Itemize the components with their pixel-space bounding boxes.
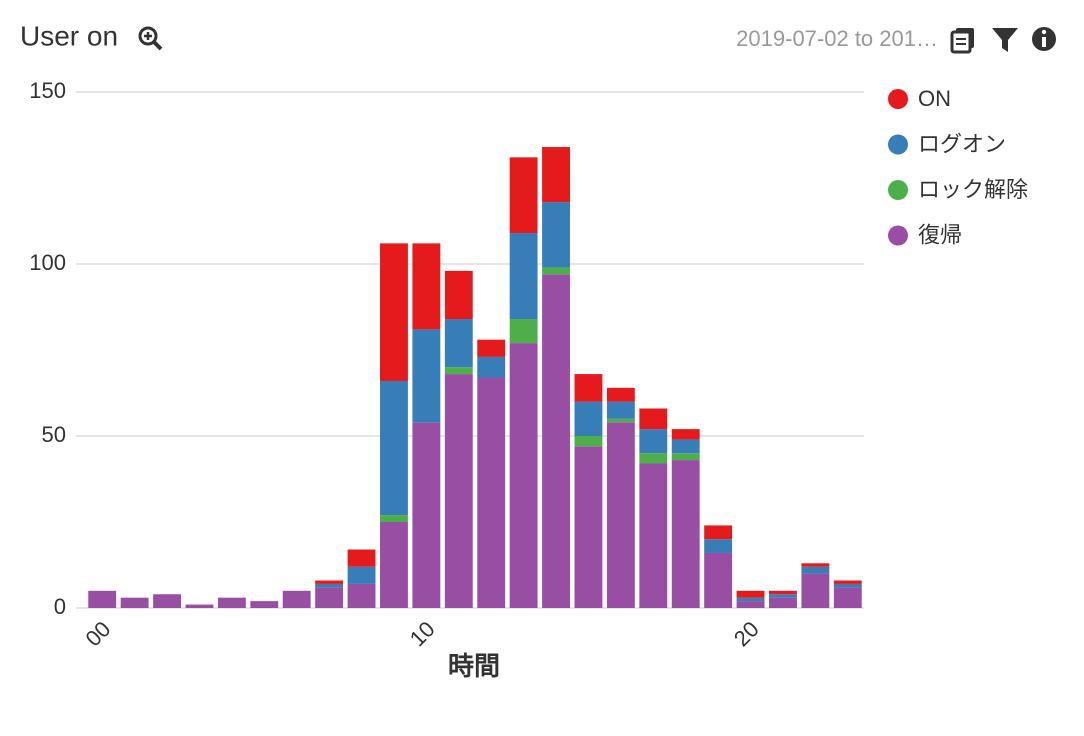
y-tick-label: 150 (29, 78, 66, 103)
bar-segment (542, 267, 570, 275)
legend-label: ロック解除 (918, 177, 1028, 202)
bar-segment (120, 597, 149, 608)
legend-swatch (888, 180, 908, 200)
bar-segment (833, 583, 862, 588)
bar-segment (801, 566, 830, 574)
bar-segment (574, 401, 603, 436)
x-tick-label: 00 (81, 616, 116, 651)
legend-swatch (888, 225, 908, 246)
bar-segment (185, 604, 214, 608)
bar-segment (477, 339, 506, 357)
x-tick-label: 10 (405, 616, 440, 651)
bar-segment (833, 587, 862, 608)
x-tick-label: 20 (729, 616, 764, 651)
bar-segment (412, 422, 441, 608)
bar-segment (574, 436, 603, 447)
filter-icon[interactable] (992, 28, 1018, 52)
bar-segment (412, 243, 441, 330)
bar-segment (639, 453, 668, 464)
bar-segment (315, 583, 344, 588)
bar-segment (542, 202, 570, 268)
bar-segment (509, 233, 538, 320)
y-tick-label: 100 (29, 250, 66, 275)
bar-segment (671, 429, 700, 440)
bar-segment (639, 463, 668, 608)
bar-segment (833, 580, 862, 584)
bar-segment (380, 243, 408, 381)
bar-segment (347, 549, 376, 567)
info-icon[interactable] (1032, 27, 1056, 51)
zoom-icon[interactable] (138, 26, 163, 51)
bar-segment (606, 401, 635, 419)
bar-segment (606, 387, 635, 402)
bar-segment (671, 439, 700, 454)
legend-label: 復帰 (918, 222, 962, 247)
bar-segment (509, 157, 538, 234)
bar-segment (282, 590, 311, 608)
bar-segment (88, 590, 117, 608)
bar-segment (444, 270, 473, 320)
bar-segment (315, 580, 344, 584)
bar-segment (671, 460, 700, 608)
date-range: 2019-07-02 to 201… (736, 26, 938, 51)
bar-segment (639, 429, 668, 454)
bar-segment (444, 319, 473, 368)
bar-segment (639, 408, 668, 430)
bar-segment (704, 525, 733, 540)
bar-segment (769, 594, 797, 598)
bar-segment (801, 573, 830, 608)
widget-title: User on (20, 20, 118, 51)
y-tick-label: 0 (54, 594, 66, 619)
bar-segment (509, 319, 538, 344)
bar-segment (477, 356, 506, 378)
bar-segment (769, 590, 797, 595)
legend-label: ON (918, 86, 951, 111)
bar-segment (769, 597, 797, 608)
bar-segment (509, 343, 538, 608)
bar-segment (380, 515, 408, 522)
bar-segment (606, 422, 635, 608)
bar-segment (736, 590, 765, 598)
bar-segment (542, 147, 570, 203)
bar-segment (153, 594, 181, 608)
bar-segment (444, 374, 473, 608)
bar-segment (347, 583, 376, 608)
bar-segment (704, 552, 733, 608)
bar-segment (736, 597, 765, 602)
bar-segment (250, 601, 279, 608)
bar-segment (606, 418, 635, 423)
bar-segment (542, 274, 570, 608)
bar-segment (801, 563, 830, 567)
legend-swatch (888, 134, 908, 155)
bar-segment (574, 374, 603, 402)
bar-segment (736, 601, 765, 608)
legend-label: ログオン (918, 131, 1006, 156)
bar-segment (671, 453, 700, 461)
bar-segment (477, 377, 506, 608)
bar-segment (380, 522, 408, 608)
bar-segment (574, 446, 603, 608)
bar-segment (380, 380, 408, 516)
bar-segment (217, 597, 246, 608)
x-axis-label: 時間 (448, 651, 500, 681)
bar-segment (444, 367, 473, 375)
bar-segment (412, 329, 441, 423)
y-tick-label: 50 (42, 422, 66, 447)
bar-segment (704, 539, 733, 553)
bar-segment (315, 587, 344, 608)
bar-segment (347, 566, 376, 584)
legend-swatch (888, 89, 908, 109)
copy-icon[interactable] (950, 28, 974, 54)
